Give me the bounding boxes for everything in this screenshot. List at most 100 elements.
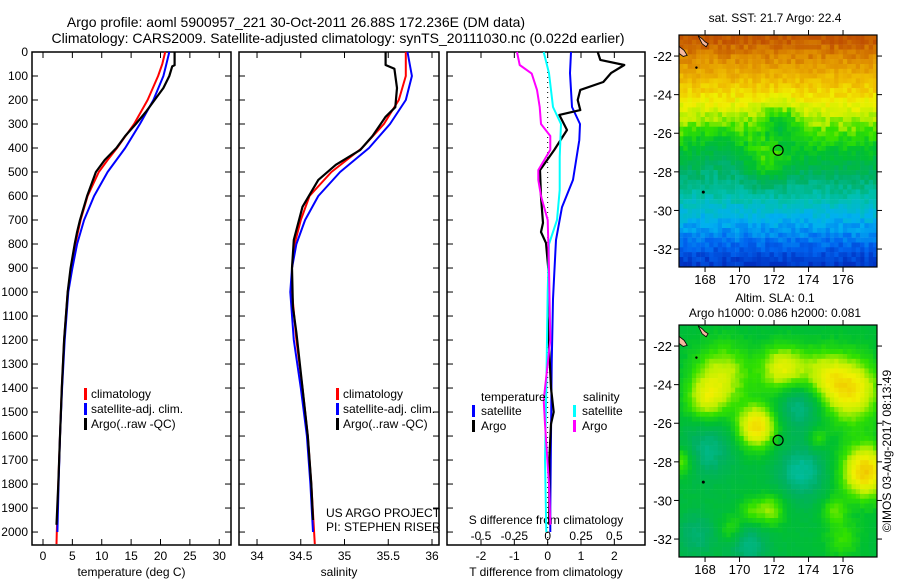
map-cell xyxy=(786,83,792,89)
map-cell xyxy=(817,68,822,74)
map-cell xyxy=(847,150,852,156)
map-cell xyxy=(726,368,731,374)
map-cell xyxy=(817,223,822,229)
map-cell xyxy=(829,354,835,360)
map-cell xyxy=(860,184,865,190)
map-cell xyxy=(691,35,697,41)
map-cell xyxy=(812,479,818,485)
map-cell xyxy=(696,208,701,214)
map-cell xyxy=(873,126,878,132)
map-cell xyxy=(717,464,723,470)
map-cell xyxy=(739,184,744,190)
map-cell xyxy=(760,155,766,161)
map-cell xyxy=(864,155,869,161)
map-cell xyxy=(748,387,753,393)
map-cell xyxy=(773,223,779,229)
argo-location-marker xyxy=(772,434,784,446)
map-cell xyxy=(691,184,697,190)
map-cell xyxy=(864,503,869,509)
map-cell xyxy=(834,68,839,74)
map-cell xyxy=(821,503,826,509)
map-cell xyxy=(860,117,865,123)
map-cell xyxy=(804,184,809,190)
map-cell xyxy=(773,213,779,219)
map-cell xyxy=(817,537,822,543)
map-cell xyxy=(691,121,697,127)
map-cell xyxy=(825,339,831,345)
map-cell xyxy=(717,402,723,408)
map-cell xyxy=(773,489,779,495)
x-tick-label: 2 xyxy=(611,549,618,563)
map-cell xyxy=(825,213,831,219)
lon-tick-label: 168 xyxy=(694,272,716,287)
map-cell xyxy=(829,411,835,417)
map-cell xyxy=(825,484,831,490)
map-cell xyxy=(769,498,775,504)
map-cell xyxy=(722,141,727,147)
map-cell xyxy=(817,49,822,55)
map-cell xyxy=(804,117,809,123)
map-cell xyxy=(860,218,865,224)
map-cell xyxy=(760,537,766,543)
map-cell xyxy=(691,126,697,132)
map-cell xyxy=(860,54,865,60)
map-cell xyxy=(834,213,839,219)
map-cell xyxy=(700,83,706,89)
map-cell xyxy=(855,450,861,456)
map-cell xyxy=(691,237,697,243)
map-cell xyxy=(696,121,701,127)
map-cell xyxy=(700,261,706,267)
map-frame xyxy=(678,324,878,558)
map-cell xyxy=(847,508,852,514)
map-cell xyxy=(851,431,857,437)
map-cell xyxy=(769,503,775,509)
map-cell xyxy=(756,174,762,180)
map-cell xyxy=(795,349,800,355)
map-cell xyxy=(847,64,852,70)
map-cell xyxy=(791,155,796,161)
map-cell xyxy=(765,136,770,142)
map-cell xyxy=(722,252,727,258)
map-cell xyxy=(700,354,706,360)
map-cell xyxy=(851,136,857,142)
map-cell xyxy=(687,257,693,263)
map-cell xyxy=(782,325,788,331)
map-cell xyxy=(748,49,753,55)
map-cell xyxy=(808,44,813,50)
map-cell xyxy=(808,387,813,393)
map-cell xyxy=(687,498,693,504)
map-cell xyxy=(842,155,848,161)
map-cell xyxy=(834,64,839,70)
map-cell xyxy=(765,170,770,176)
map-cell xyxy=(679,64,684,70)
map-cell xyxy=(782,508,788,514)
map-cell xyxy=(726,232,731,238)
map-cell xyxy=(752,146,757,152)
map-cell xyxy=(683,349,688,355)
map-cell xyxy=(860,92,865,98)
map-cell xyxy=(739,112,744,118)
map-cell xyxy=(864,354,869,360)
map-cell xyxy=(773,503,779,509)
map-cell xyxy=(735,522,740,528)
map-cell xyxy=(735,498,740,504)
map-cell xyxy=(782,440,788,446)
map-cell xyxy=(838,88,844,94)
x-tick-label: 34.5 xyxy=(289,549,313,563)
map-cell xyxy=(851,551,857,557)
map-cell xyxy=(817,228,822,234)
map-cell xyxy=(769,513,775,519)
map-cell xyxy=(804,54,809,60)
map-cell xyxy=(765,54,770,60)
map-cell xyxy=(748,358,753,364)
map-cell xyxy=(786,170,792,176)
map-cell xyxy=(683,213,688,219)
map-cell xyxy=(748,518,753,524)
map-cell xyxy=(847,518,852,524)
depth-tick-label: 1700 xyxy=(1,453,28,467)
map-cell xyxy=(726,518,731,524)
x-axis-label: temperature (deg C) xyxy=(77,565,185,579)
map-cell xyxy=(700,436,706,442)
map-cell xyxy=(717,431,723,437)
map-cell xyxy=(760,54,766,60)
